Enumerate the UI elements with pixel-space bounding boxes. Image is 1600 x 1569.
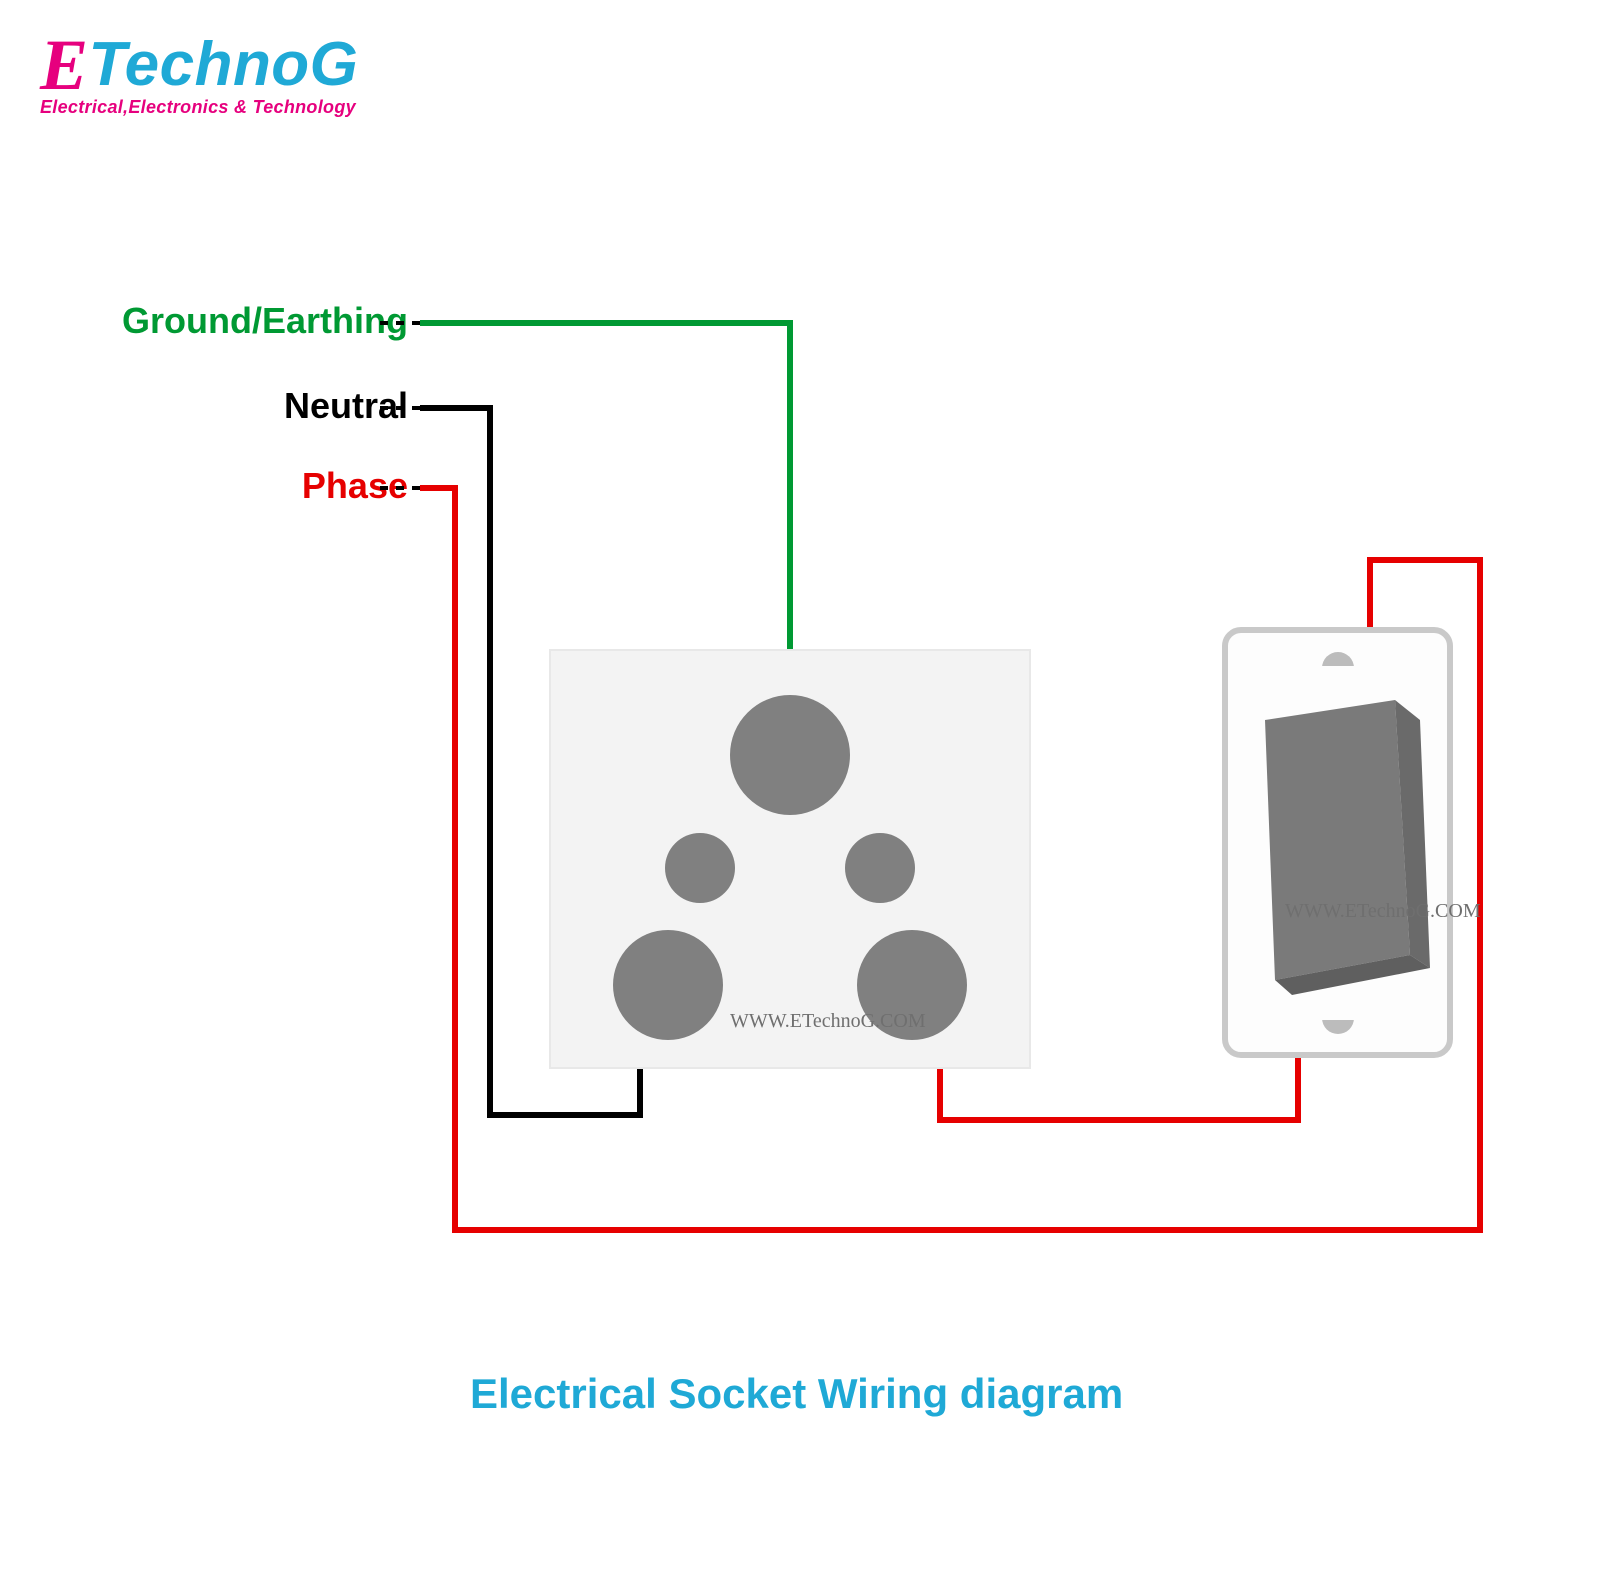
watermark-socket: WWW.ETechnoG.COM (730, 1010, 926, 1033)
socket-hole-earth (730, 695, 850, 815)
socket-hole-small-left (665, 833, 735, 903)
socket (550, 650, 1030, 1068)
switch (1225, 630, 1450, 1055)
wire-ground (420, 323, 790, 650)
socket-hole-small-right (845, 833, 915, 903)
switch-rocker-front (1265, 700, 1410, 980)
socket-hole-big-left (613, 930, 723, 1040)
diagram-title: Electrical Socket Wiring diagram (470, 1370, 1123, 1418)
wiring-diagram (0, 0, 1600, 1569)
dash-leads (378, 323, 420, 488)
watermark-switch: WWW.ETechnoG.COM (1285, 900, 1481, 923)
